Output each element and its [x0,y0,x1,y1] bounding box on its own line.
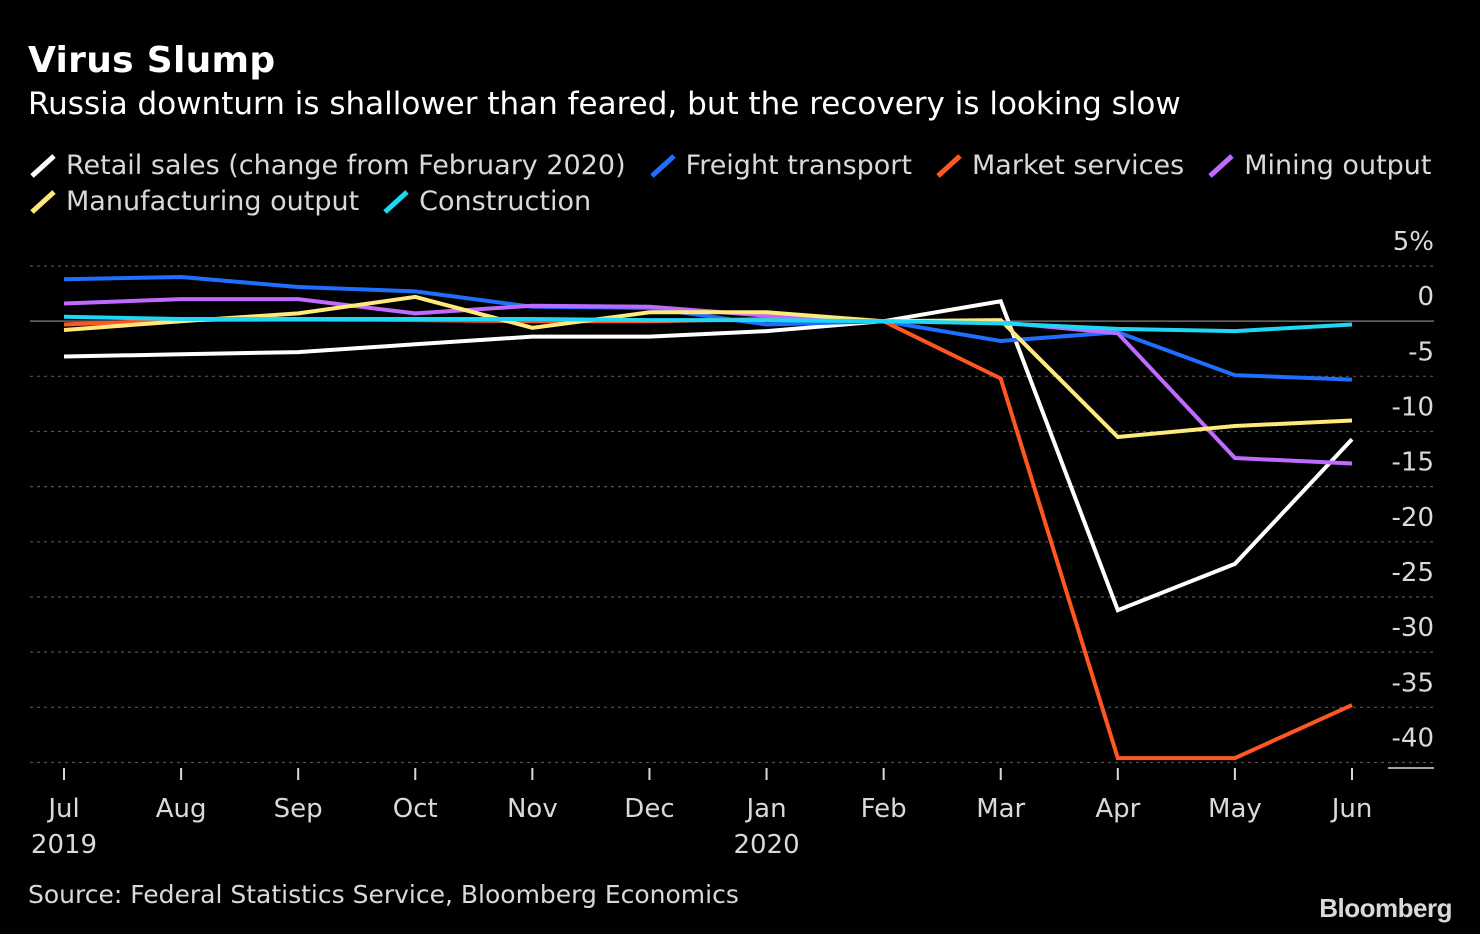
legend-label: Freight transport [685,149,912,181]
legend-item-retail-sales: Retail sales (change from February 2020) [28,149,626,181]
series-lines [63,274,1354,761]
legend-swatch-icon [28,150,58,180]
legend-label: Retail sales (change from February 2020) [66,149,626,181]
bloomberg-logo: Bloomberg [1319,893,1452,923]
x-tick-label: Nov [507,794,558,824]
series-line-construction [63,314,1353,334]
legend-label: Construction [419,185,592,217]
y-tick-label: 5% [1393,227,1434,257]
legend-item-market-services: Market services [934,149,1185,181]
x-tick-label: Apr [1095,794,1140,824]
x-tick-label: May [1208,794,1262,824]
series-line-mining-output [63,297,1353,466]
y-tick-label: -15 [1392,448,1434,478]
x-year-label: 2020 [733,830,799,860]
y-tick-label: -30 [1392,613,1434,643]
legend-item-freight-transport: Freight transport [648,149,912,181]
y-tick-label: -5 [1408,337,1434,367]
y-tick-label: -35 [1392,668,1434,698]
y-tick-label: -20 [1392,503,1434,533]
legend-label: Manufacturing output [66,185,360,217]
x-tick-label: Feb [861,794,907,824]
chart-legend: Retail sales (change from February 2020)… [28,149,1458,217]
x-axis-labels: Jul 2019 Aug Sep Oct Nov Dec Jan 2020 Feb Mar Apr Ma… [31,768,1372,860]
y-tick-label: -25 [1392,558,1434,588]
legend-item-construction: Construction [381,185,592,217]
x-tick-label: Sep [274,794,323,824]
legend-swatch-icon [934,150,964,180]
x-tick-label: Mar [976,794,1025,824]
series-line-retail-sales [63,299,1354,613]
series-line-freight-transport [63,274,1353,382]
legend-label: Market services [972,149,1185,181]
legend-swatch-icon [381,186,411,216]
y-tick-label: -40 [1392,723,1434,753]
x-tick-label: Jul [46,794,79,824]
source-note: Source: Federal Statistics Service, Bloo… [28,880,739,909]
x-year-label: 2019 [31,830,97,860]
legend-label: Mining output [1244,149,1432,181]
x-tick-label: Jan [744,794,786,824]
x-tick-label: Aug [156,794,207,824]
legend-swatch-icon [28,186,58,216]
y-axis-labels: 5% 0 -5 -10 -15 -20 -25 -30 -35 -40 [1392,227,1434,753]
x-tick-label: Dec [624,794,674,824]
legend-item-mining-output: Mining output [1206,149,1432,181]
legend-swatch-icon [648,150,678,180]
legend-item-manufacturing-output: Manufacturing output [28,185,360,217]
y-tick-label: 0 [1417,282,1434,312]
x-tick-label: Jun [1330,794,1373,824]
series-line-manufacturing-output [63,294,1353,440]
chart-title: Virus Slump [28,40,276,81]
legend-swatch-icon [1206,150,1236,180]
series-line-market-services [63,316,1353,761]
chart-subtitle: Russia downturn is shallower than feared… [28,86,1181,122]
x-tick-label: Oct [393,794,438,824]
y-tick-label: -10 [1392,392,1434,422]
gridlines [30,265,1434,769]
